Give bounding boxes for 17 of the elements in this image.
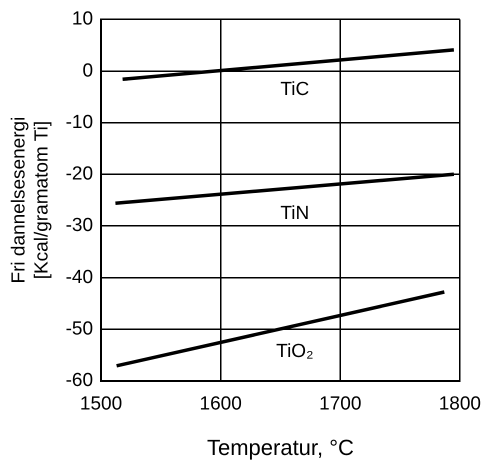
x-tick-label: 1600 <box>200 393 242 414</box>
y-tick-label: -60 <box>66 370 94 392</box>
y-tick-label: -30 <box>66 215 94 236</box>
y-tick-label: -40 <box>66 266 94 288</box>
x-tick-label: 1500 <box>80 393 122 414</box>
series-label: TiN <box>280 203 310 224</box>
y-tick-label: 0 <box>82 60 94 82</box>
y-tick-label: 10 <box>72 8 94 30</box>
x-axis-title: Temperatur, °C <box>206 434 354 460</box>
series-label: TiC <box>280 79 310 100</box>
y-tick-label: -10 <box>66 112 94 133</box>
x-tick-label: 1700 <box>319 393 362 414</box>
y-axis-title: Fri dannelsesenergi [Kcal/gramatom Ti] <box>8 116 52 284</box>
y-tick-label: -50 <box>66 318 94 340</box>
x-tick-label: 1800 <box>438 393 482 414</box>
series-label: TiO₂ <box>276 340 314 362</box>
y-tick-label: -20 <box>66 164 94 185</box>
